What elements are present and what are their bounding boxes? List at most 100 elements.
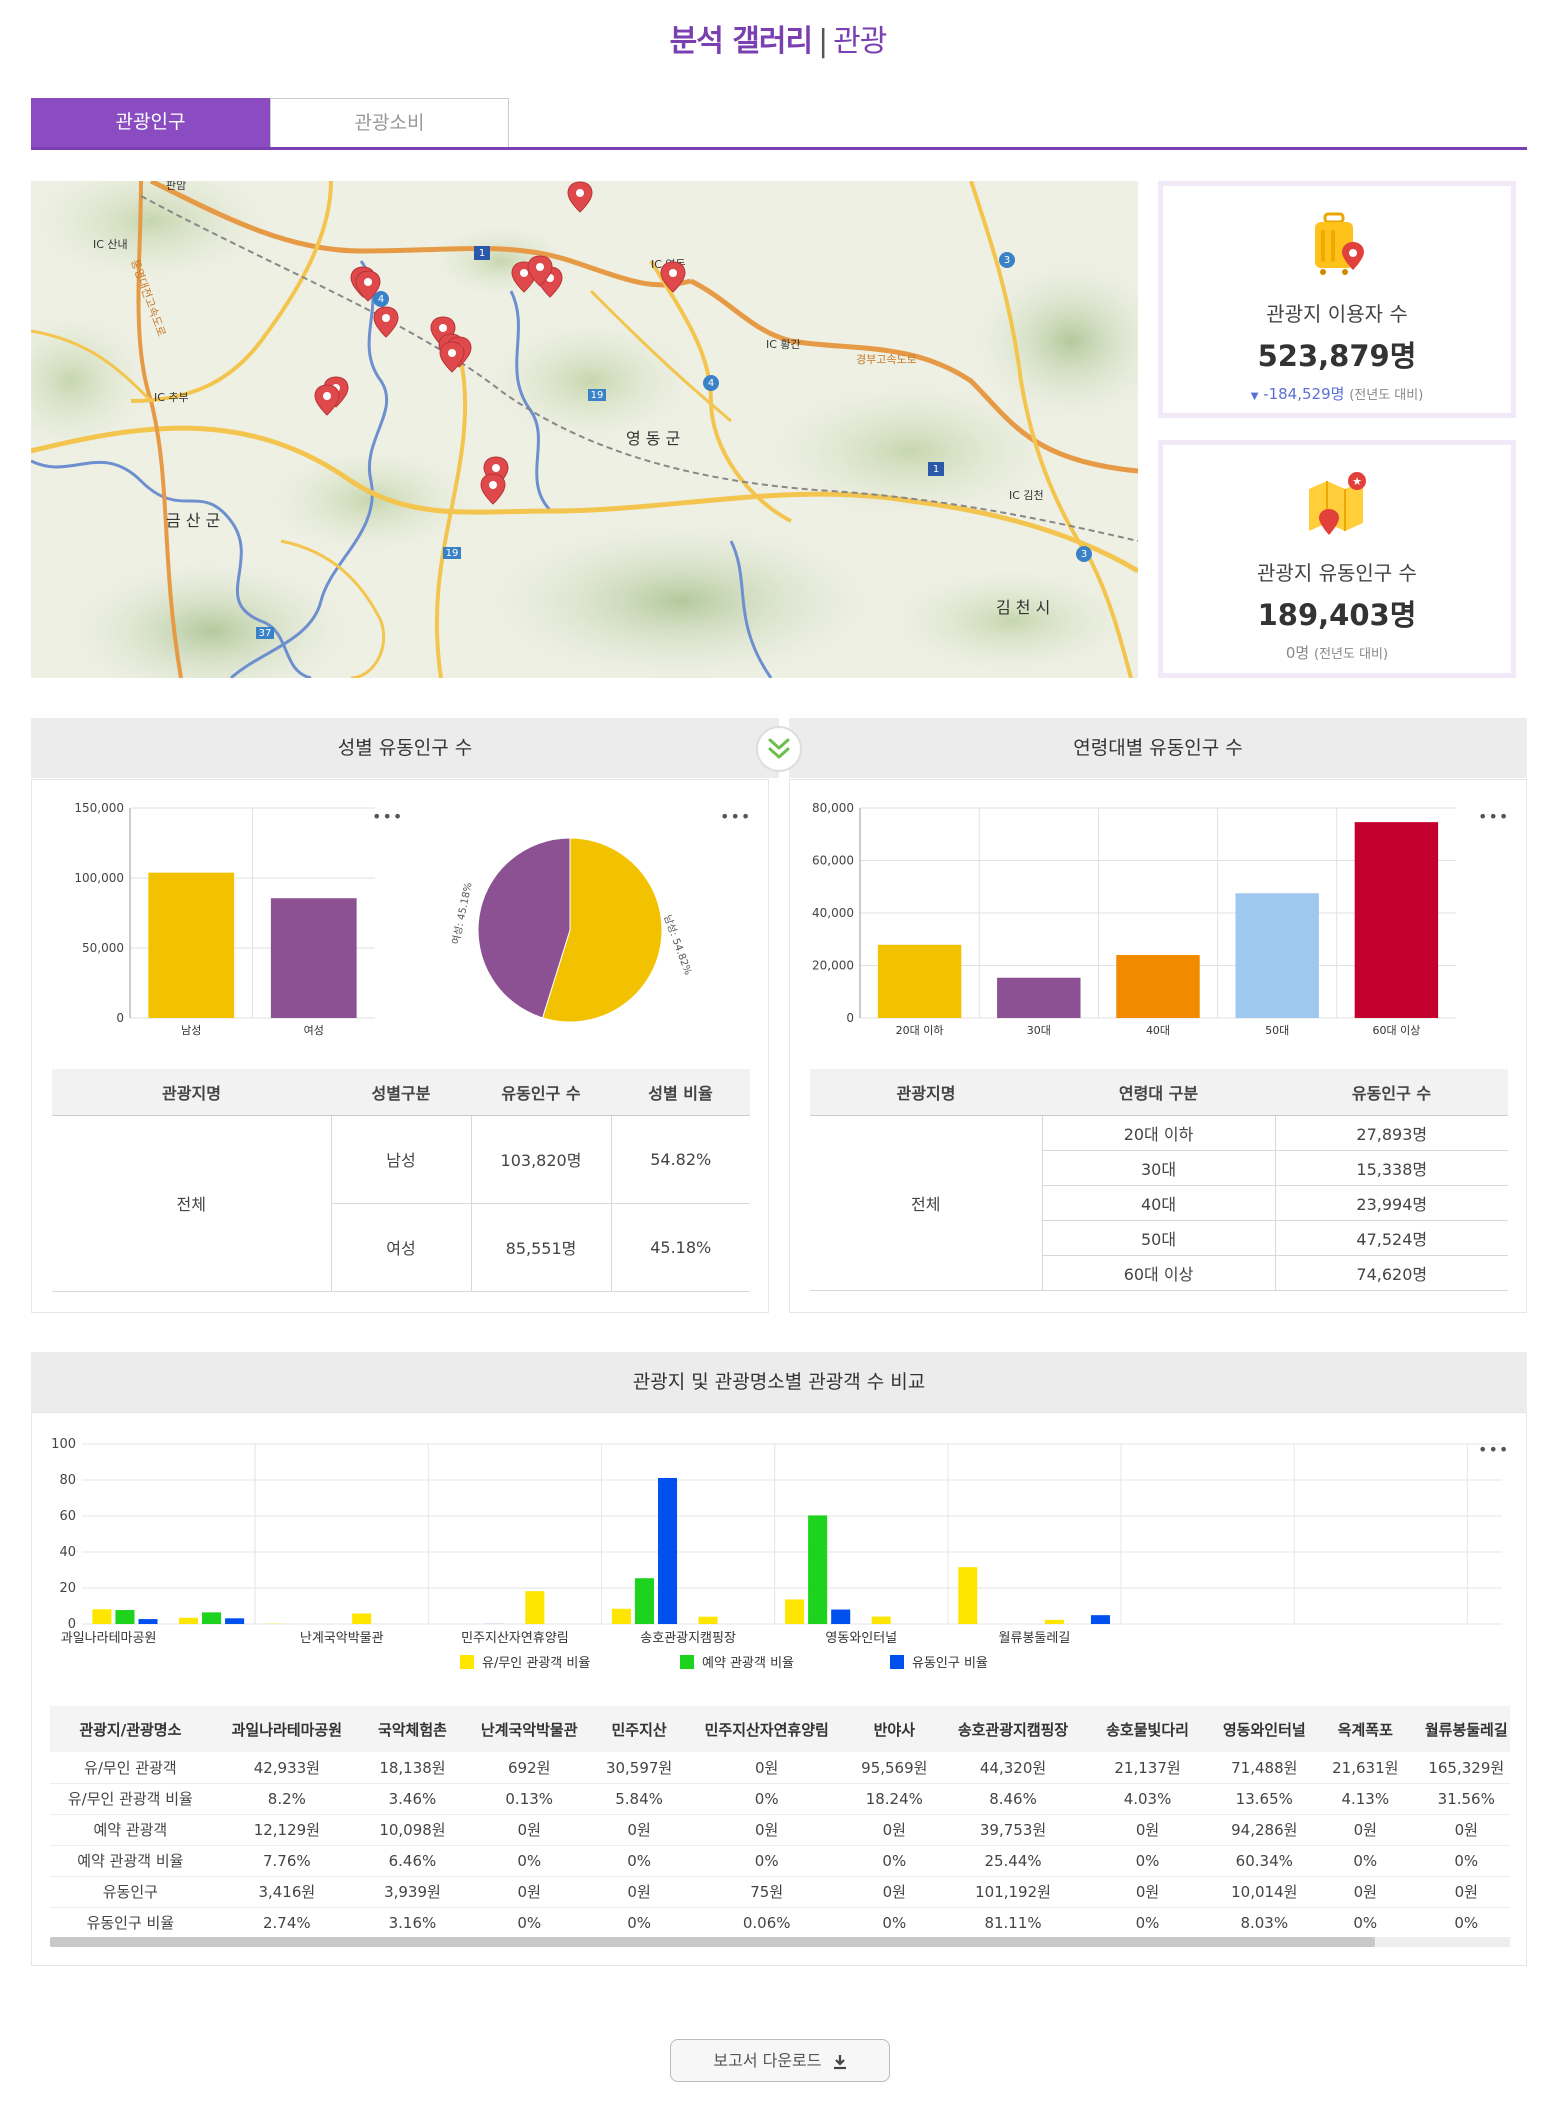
title-sub: 관광 (833, 24, 887, 59)
stat-floating-delta-value: 0명 (1285, 644, 1310, 662)
luggage-icon (1315, 212, 1364, 275)
stat-floating-value: 189,403명 (1257, 598, 1417, 632)
compare-cell: 유동인구 비율 (50, 1907, 211, 1939)
age-bar-menu-button[interactable]: ••• (1478, 807, 1510, 826)
bar[interactable] (831, 1609, 851, 1624)
pie-label: 여성: 45.18% (450, 881, 475, 945)
map-label-expressway: 경부고속도로 (856, 353, 917, 366)
svg-text:37: 37 (259, 628, 272, 639)
bar[interactable] (270, 898, 357, 1018)
stat-visitors-delta-value: -184,529명 (1263, 385, 1345, 403)
compare-cell: 44,320원 (936, 1752, 1090, 1784)
gender-pie-menu-button[interactable]: ••• (720, 807, 752, 826)
bar[interactable] (225, 1618, 245, 1624)
bar[interactable] (877, 944, 962, 1018)
map-pin-icon[interactable] (527, 255, 553, 287)
map-label-ic-sannae: IC 산내 (93, 238, 128, 251)
map-pin-icon[interactable] (439, 341, 465, 373)
legend-item[interactable]: 유동인구 비율 (890, 1655, 988, 1671)
age-table-header-row: 관광지명 연령대 구분 유동인구 수 (810, 1069, 1508, 1116)
bar[interactable] (115, 1610, 135, 1624)
bar[interactable] (611, 1608, 631, 1624)
tourism-map[interactable]: 영 동 군 금 산 군 김 천 시 IC 추부 IC 영동 IC 황간 IC 김… (31, 181, 1138, 678)
compare-cell: 0원 (461, 1876, 597, 1908)
pie-slice[interactable] (541, 837, 663, 1023)
y-tick-label: 60,000 (812, 854, 854, 868)
road-shield-3a: 3 (999, 252, 1015, 268)
bar[interactable] (1090, 1615, 1110, 1624)
bar[interactable] (1116, 955, 1200, 1018)
tab-tourism-population[interactable]: 관광인구 (31, 98, 270, 147)
x-tick-label: 민주지산자연휴양림 (461, 1631, 569, 1646)
compare-cell: 4.13% (1322, 1783, 1408, 1815)
map-canvas[interactable]: 영 동 군 금 산 군 김 천 시 IC 추부 IC 영동 IC 황간 IC 김… (31, 181, 1138, 678)
scrollbar-thumb[interactable] (50, 1937, 1375, 1947)
map-pin-icon[interactable] (480, 473, 506, 505)
gender-bar-menu-button[interactable]: ••• (372, 807, 404, 826)
compare-cell: 30,597원 (596, 1752, 682, 1784)
bar[interactable] (92, 1609, 112, 1624)
bar[interactable] (808, 1515, 828, 1624)
bar[interactable] (178, 1617, 199, 1624)
download-report-button[interactable]: 보고서 다운로드 (670, 2039, 890, 2082)
bar[interactable] (138, 1619, 158, 1624)
map-label-geumsan: 금 산 군 (166, 511, 220, 530)
compare-col-header: 민주지산 (596, 1706, 682, 1752)
compare-col-header: 옥계폭포 (1322, 1706, 1408, 1752)
compare-col-header: 송호관광지캠핑장 (936, 1706, 1090, 1752)
bar[interactable] (958, 1567, 978, 1624)
chevron-double-down-icon (768, 738, 790, 759)
bar[interactable] (148, 872, 235, 1018)
map-pin-icon[interactable] (373, 306, 399, 338)
gender-cell: 54.82% (610, 1115, 750, 1204)
toggle-sections-button[interactable] (756, 726, 802, 772)
compare-cell: 0% (596, 1845, 682, 1877)
x-tick-label: 영동와인터널 (825, 1631, 897, 1646)
compare-cell: 18.24% (851, 1783, 937, 1815)
compare-chart-menu-button[interactable]: ••• (1478, 1440, 1510, 1459)
bar[interactable] (352, 1613, 372, 1624)
y-tick-label: 80 (59, 1473, 76, 1488)
bar[interactable] (1354, 822, 1439, 1018)
compare-col-header: 월류봉둘레길 (1407, 1706, 1510, 1752)
compare-cell: 13.65% (1205, 1783, 1323, 1815)
map-pin-icon[interactable] (355, 270, 381, 302)
bar[interactable] (997, 977, 1081, 1018)
gender-cell: 85,551명 (470, 1203, 611, 1292)
legend-item[interactable]: 예약 관광객 비율 (680, 1655, 794, 1671)
compare-cell: 0.13% (461, 1783, 597, 1815)
bar[interactable] (1235, 893, 1319, 1018)
compare-table-scroll[interactable]: 관광지/관광명소 과일나라테마공원 국악체험촌 난계국악박물관 민주지산 민주지산자연휴양… (50, 1706, 1510, 1946)
compare-cell: 692원 (461, 1752, 597, 1784)
bar[interactable] (658, 1478, 678, 1624)
x-tick-label: 여성 (304, 1024, 324, 1037)
legend-item[interactable]: 유/무인 관광객 비율 (460, 1655, 590, 1671)
svg-text:3: 3 (1081, 549, 1087, 560)
x-tick-label: 송호관광지캠핑장 (640, 1631, 736, 1646)
map-pin-icon[interactable] (314, 384, 340, 416)
bar[interactable] (698, 1616, 718, 1624)
bar[interactable] (1044, 1619, 1064, 1624)
horizontal-scrollbar[interactable] (50, 1937, 1510, 1947)
compare-cell: 0% (1322, 1845, 1408, 1877)
table-row: 30대 15,338명 (810, 1150, 1508, 1186)
compare-table: 관광지/관광명소 과일나라테마공원 국악체험촌 난계국악박물관 민주지산 민주지산자연휴양… (50, 1706, 1510, 1939)
bar[interactable] (785, 1599, 805, 1624)
map-pin-icon[interactable] (567, 181, 593, 213)
bar[interactable] (525, 1591, 545, 1624)
compare-cell: 3,939원 (362, 1876, 462, 1908)
age-cell: 60대 이상 (1041, 1255, 1275, 1291)
map-pin-icon[interactable] (660, 261, 686, 293)
bar[interactable] (634, 1578, 654, 1624)
compare-cell: 165,329원 (1407, 1752, 1510, 1784)
compare-cell: 0% (1322, 1907, 1408, 1939)
bar[interactable] (871, 1616, 891, 1624)
compare-cell: 0원 (1407, 1814, 1510, 1846)
compare-cell: 0% (681, 1783, 852, 1815)
compare-cell: 75원 (681, 1876, 852, 1908)
tab-tourism-consumption[interactable]: 관광소비 (270, 98, 509, 147)
bar[interactable] (202, 1612, 222, 1624)
map-label-ic-chubu: IC 추부 (154, 391, 189, 404)
pie-slice[interactable] (477, 837, 571, 1019)
